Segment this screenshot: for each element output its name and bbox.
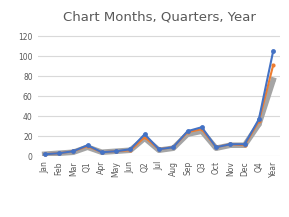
Title: Chart Months, Quarters, Year: Chart Months, Quarters, Year bbox=[62, 10, 255, 23]
